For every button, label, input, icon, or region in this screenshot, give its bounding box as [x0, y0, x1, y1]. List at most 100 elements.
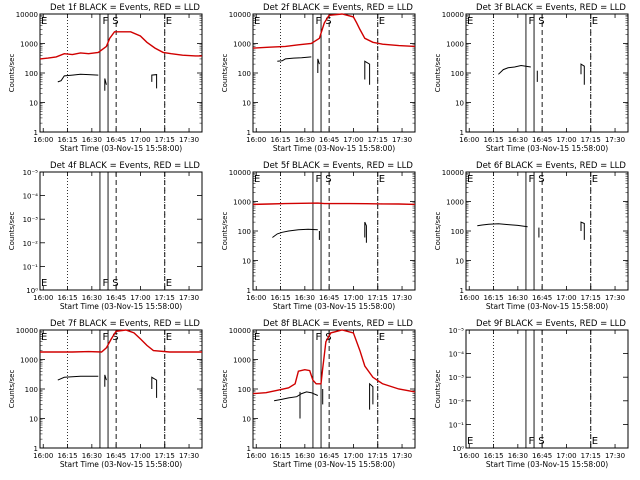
detector-panel-7: Det 7f BLACK = Events, RED = LLD 16:00 16:…	[8, 319, 203, 469]
y-tick-label: 10⁻⁴	[449, 351, 465, 359]
series-line-events	[277, 56, 312, 62]
x-tick-label: 16:15	[57, 294, 77, 302]
x-tick-label: 16:45	[319, 136, 339, 144]
series-segment-events	[317, 58, 320, 73]
series-segment-events	[104, 374, 107, 387]
panel-title: Det 4f BLACK = Events, RED = LLD	[50, 161, 200, 171]
series-segment-events	[369, 382, 374, 410]
marker-label-e: E	[379, 174, 385, 185]
x-tick-label: 16:15	[483, 452, 503, 460]
y-tick-label: 10	[242, 258, 251, 266]
marker-label-s: S	[112, 278, 118, 289]
y-tick-label: 10⁻⁴	[23, 193, 39, 201]
x-tick-label: 16:30	[82, 452, 102, 460]
x-axis-label: Start Time (03-Nov-15 15:58:00)	[60, 144, 182, 153]
marker-label-s: S	[325, 16, 331, 27]
y-tick-label: 10⁻³	[449, 374, 465, 382]
x-tick-label: 16:15	[270, 452, 290, 460]
y-tick-label: 10⁻¹	[23, 263, 39, 271]
series-line-lld	[252, 202, 416, 206]
y-tick-label: 10⁻²	[23, 240, 39, 248]
marker-label-f: F	[316, 332, 322, 343]
x-tick-label: 16:30	[82, 136, 102, 144]
x-tick-label: 16:30	[82, 294, 102, 302]
x-tick-label: 17:00	[130, 294, 150, 302]
y-axis-label: Counts/sec	[8, 370, 16, 409]
y-tick-label: 100	[451, 228, 464, 236]
x-tick-label: 17:30	[392, 136, 412, 144]
x-tick-label: 17:15	[155, 294, 175, 302]
x-tick-label: 16:45	[106, 294, 126, 302]
y-tick-label: 10000	[442, 11, 464, 19]
x-tick-label: 16:45	[106, 136, 126, 144]
detector-panel-9: Det 9f BLACK = Events, RED = LLD 16:00 16:…	[434, 319, 629, 469]
series-segment-events	[364, 60, 371, 85]
y-tick-label: 10000	[229, 169, 251, 177]
x-axis-label: Start Time (03-Nov-15 15:58:00)	[486, 302, 608, 311]
y-tick-label: 10	[455, 258, 464, 266]
x-tick-label: 16:00	[459, 452, 479, 460]
marker-label-e: E	[467, 436, 473, 447]
y-axis-label: Counts/sec	[8, 212, 16, 251]
x-tick-label: 17:30	[605, 136, 625, 144]
y-tick-label: 10000	[16, 11, 38, 19]
marker-label-s: S	[325, 174, 331, 185]
marker-label-e: E	[592, 174, 598, 185]
y-axis-label: Counts/sec	[221, 54, 229, 93]
detector-panel-1: Det 1f BLACK = Events, RED = LLD 16:00 16:…	[8, 3, 203, 153]
y-axis-label: Counts/sec	[434, 54, 442, 93]
detector-panel-8: Det 8f BLACK = Events, RED = LLD 16:00 16:…	[221, 319, 416, 469]
x-tick-label: 17:15	[581, 294, 601, 302]
x-axis-label: Start Time (03-Nov-15 15:58:00)	[273, 302, 395, 311]
x-tick-label: 16:00	[33, 294, 53, 302]
x-tick-label: 17:30	[605, 294, 625, 302]
y-tick-label: 10000	[16, 327, 38, 335]
series-line-lld	[252, 329, 416, 395]
marker-label-e: E	[379, 332, 385, 343]
y-tick-label: 100	[238, 386, 251, 394]
x-tick-label: 17:15	[368, 136, 388, 144]
series-line-lld	[252, 13, 416, 49]
x-tick-label: 17:30	[179, 294, 199, 302]
y-axis-label: Counts/sec	[434, 370, 442, 409]
x-tick-label: 16:15	[270, 136, 290, 144]
y-tick-label: 10⁰	[26, 287, 38, 295]
x-tick-label: 17:15	[581, 136, 601, 144]
marker-label-e: E	[254, 174, 260, 185]
marker-label-f: F	[316, 16, 322, 27]
x-tick-label: 16:45	[532, 136, 552, 144]
x-tick-label: 16:15	[57, 452, 77, 460]
x-axis-label: Start Time (03-Nov-15 15:58:00)	[60, 302, 182, 311]
x-tick-label: 16:45	[106, 452, 126, 460]
x-tick-label: 16:15	[483, 294, 503, 302]
y-tick-label: 1	[247, 129, 251, 137]
x-tick-label: 17:00	[343, 136, 363, 144]
panel-title: Det 3f BLACK = Events, RED = LLD	[476, 3, 626, 13]
x-tick-label: 16:00	[246, 452, 266, 460]
series-line-events	[477, 223, 528, 228]
x-tick-label: 17:30	[179, 452, 199, 460]
x-tick-label: 17:30	[392, 294, 412, 302]
x-axis-label: Start Time (03-Nov-15 15:58:00)	[60, 460, 182, 469]
marker-label-e: E	[254, 16, 260, 27]
x-tick-label: 17:15	[155, 136, 175, 144]
y-tick-label: 1000	[20, 41, 38, 49]
marker-label-f: F	[103, 332, 109, 343]
axes-frame	[39, 171, 203, 291]
series-segment-events	[104, 78, 107, 91]
panel-title: Det 8f BLACK = Events, RED = LLD	[263, 319, 413, 329]
y-tick-label: 1	[34, 445, 38, 453]
series-line-events	[57, 375, 99, 381]
y-tick-label: 1	[460, 287, 464, 295]
x-tick-label: 16:00	[459, 136, 479, 144]
marker-label-e: E	[41, 16, 47, 27]
x-tick-label: 17:00	[556, 294, 576, 302]
marker-label-e: E	[592, 436, 598, 447]
series-line-lld	[40, 329, 202, 353]
detector-panel-6: Det 6f BLACK = Events, RED = LLD 16:00 16:…	[434, 161, 629, 311]
marker-label-s: S	[538, 436, 544, 447]
marker-label-e: E	[467, 174, 473, 185]
series-line-events	[274, 391, 318, 402]
y-tick-label: 10	[242, 100, 251, 108]
